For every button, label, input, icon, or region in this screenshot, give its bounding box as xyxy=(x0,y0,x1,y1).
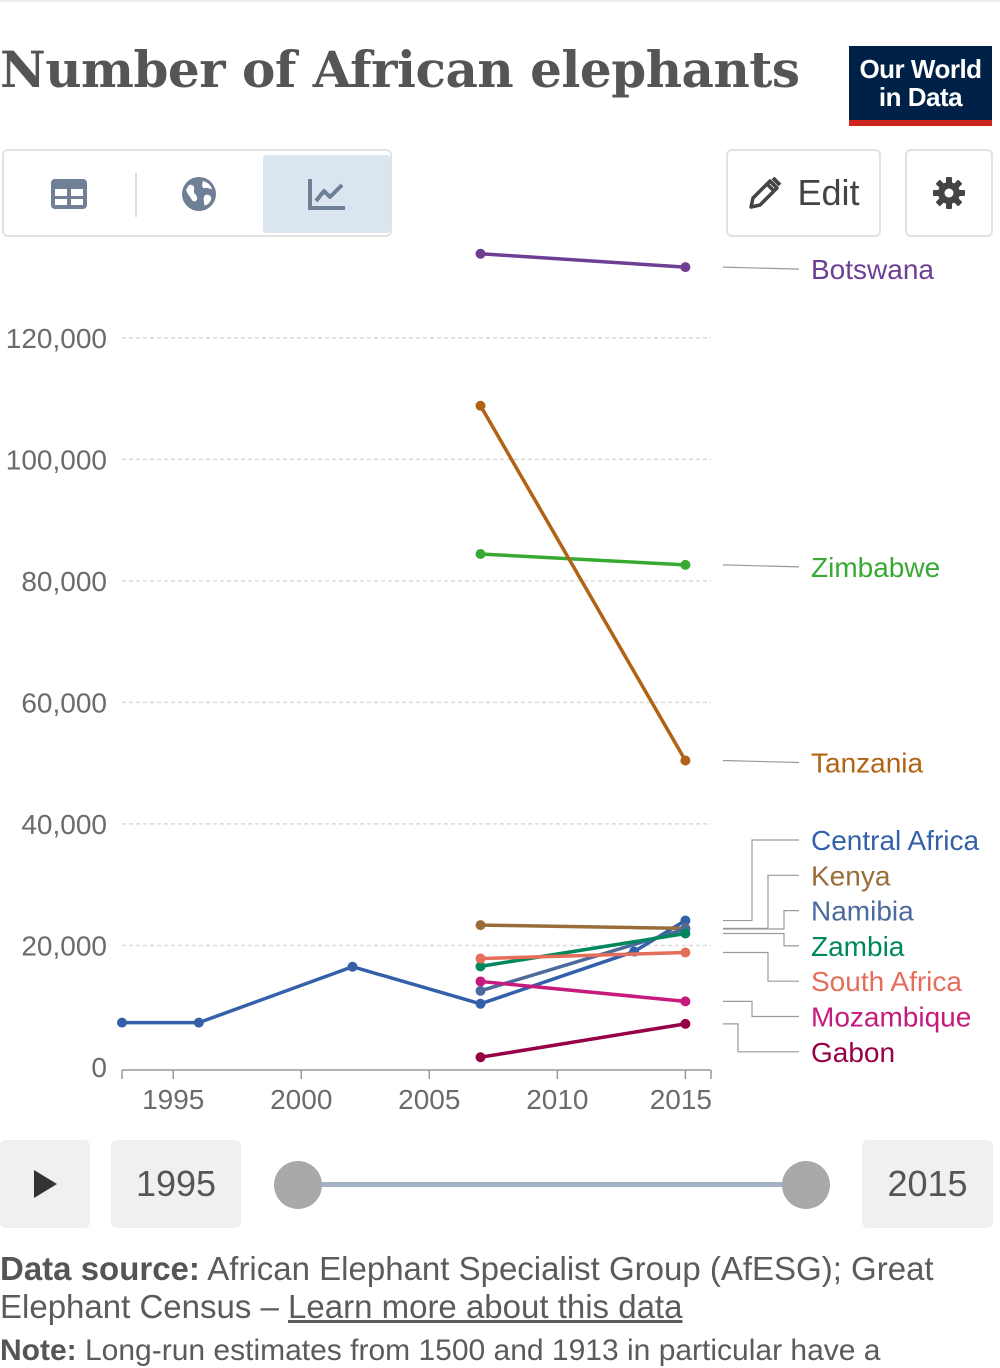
label-leader-line xyxy=(723,909,799,930)
y-tick-label: 80,000 xyxy=(21,566,107,597)
timeline-end-year[interactable]: 2015 xyxy=(862,1140,993,1228)
y-tick-label: 40,000 xyxy=(21,809,107,840)
series-label: Zambia xyxy=(811,931,905,962)
data-point xyxy=(680,928,691,939)
data-point xyxy=(680,915,691,926)
data-point xyxy=(117,1017,127,1028)
table-icon xyxy=(51,179,87,209)
timeline-track[interactable] xyxy=(298,1182,806,1187)
y-tick-label: 20,000 xyxy=(21,930,107,961)
page-title: Number of African elephants xyxy=(0,40,800,99)
data-point xyxy=(680,262,691,273)
series-label: Central Africa xyxy=(811,825,979,856)
top-rule xyxy=(0,0,1000,2)
label-leader-line xyxy=(723,932,799,947)
y-tick-label: 60,000 xyxy=(21,687,107,718)
data-source: Data source: African Elephant Specialist… xyxy=(0,1250,1000,1326)
logo-line-2: in Data xyxy=(878,82,963,112)
learn-more-link[interactable]: Learn more about this data xyxy=(288,1288,683,1325)
data-point xyxy=(347,961,358,972)
data-point xyxy=(475,400,486,411)
play-button[interactable] xyxy=(0,1140,90,1228)
view-tabs xyxy=(2,149,392,237)
series-line xyxy=(480,979,686,1004)
logo-line-1: Our World xyxy=(859,54,982,84)
tab-map[interactable] xyxy=(138,155,260,233)
settings-button[interactable] xyxy=(905,149,993,237)
label-leader-line xyxy=(723,839,799,922)
x-tick-label: 2000 xyxy=(270,1084,332,1115)
label-leader-line xyxy=(723,1023,799,1053)
y-tick-label: 100,000 xyxy=(6,444,107,475)
series-label: South Africa xyxy=(811,966,962,997)
series-label: Botswana xyxy=(811,254,934,285)
data-point xyxy=(680,947,691,958)
series-label: Kenya xyxy=(811,860,891,891)
label-leader-line xyxy=(723,1000,799,1018)
data-point xyxy=(475,985,486,996)
data-point xyxy=(475,549,486,560)
series-line xyxy=(480,251,686,269)
line-chart-icon xyxy=(307,179,345,210)
data-point xyxy=(475,953,486,964)
data-point xyxy=(475,1052,486,1063)
y-tick-label: 0 xyxy=(91,1052,107,1083)
data-point xyxy=(475,920,486,931)
label-leader-line xyxy=(722,759,800,764)
series-line xyxy=(479,404,687,762)
x-tick-label: 2015 xyxy=(650,1084,712,1115)
series-label: Mozambique xyxy=(811,1002,971,1033)
edit-button[interactable]: Edit xyxy=(726,149,881,237)
x-tick-label: 1995 xyxy=(142,1084,204,1115)
data-point xyxy=(475,961,486,972)
globe-icon xyxy=(182,177,216,211)
series-line xyxy=(480,1022,686,1060)
label-leader-line xyxy=(722,266,800,270)
label-leader-line xyxy=(722,564,800,568)
chart-note: Note: Long-run estimates from 1500 and 1… xyxy=(0,1334,1000,1368)
series-label: Tanzania xyxy=(811,748,924,779)
note-label: Note: xyxy=(0,1334,77,1367)
data-point xyxy=(680,996,691,1007)
series-label: Zimbabwe xyxy=(811,552,940,583)
timeline-start-handle[interactable] xyxy=(274,1161,322,1209)
data-point xyxy=(680,1018,691,1029)
tab-table[interactable] xyxy=(8,155,130,233)
label-leader-line xyxy=(723,951,799,982)
series-label: Namibia xyxy=(811,896,914,927)
series-line xyxy=(122,919,687,1025)
data-point xyxy=(475,976,486,987)
source-text: African Elephant Specialist Group (AfESG… xyxy=(0,1250,934,1325)
data-point xyxy=(475,248,486,259)
series-line xyxy=(480,950,686,961)
owid-logo[interactable]: Our World in Data xyxy=(849,46,992,126)
x-tick-label: 2010 xyxy=(526,1084,588,1115)
edit-button-label: Edit xyxy=(797,172,860,213)
data-point xyxy=(680,755,691,766)
pencil-icon xyxy=(749,176,782,209)
series-line xyxy=(480,923,686,931)
y-tick-label: 120,000 xyxy=(6,323,107,354)
tab-separator xyxy=(135,173,137,217)
note-text: Long-run estimates from 1500 and 1913 in… xyxy=(85,1334,881,1367)
data-point xyxy=(680,559,691,570)
timeline-start-year[interactable]: 1995 xyxy=(111,1140,241,1228)
series-label: Gabon xyxy=(811,1037,895,1068)
timeline-end-handle[interactable] xyxy=(782,1161,830,1209)
source-label: Data source: xyxy=(0,1250,200,1287)
data-point xyxy=(475,998,486,1009)
series-line xyxy=(480,552,686,567)
play-icon xyxy=(34,1170,57,1198)
gear-icon xyxy=(933,177,965,209)
tab-chart[interactable] xyxy=(263,155,390,233)
x-tick-label: 2005 xyxy=(398,1084,460,1115)
series-line xyxy=(480,931,686,969)
data-point xyxy=(193,1017,204,1028)
line-chart: 0 20,000 40,000 60,000 80,000 100,000 120,000 1… xyxy=(6,248,979,1115)
